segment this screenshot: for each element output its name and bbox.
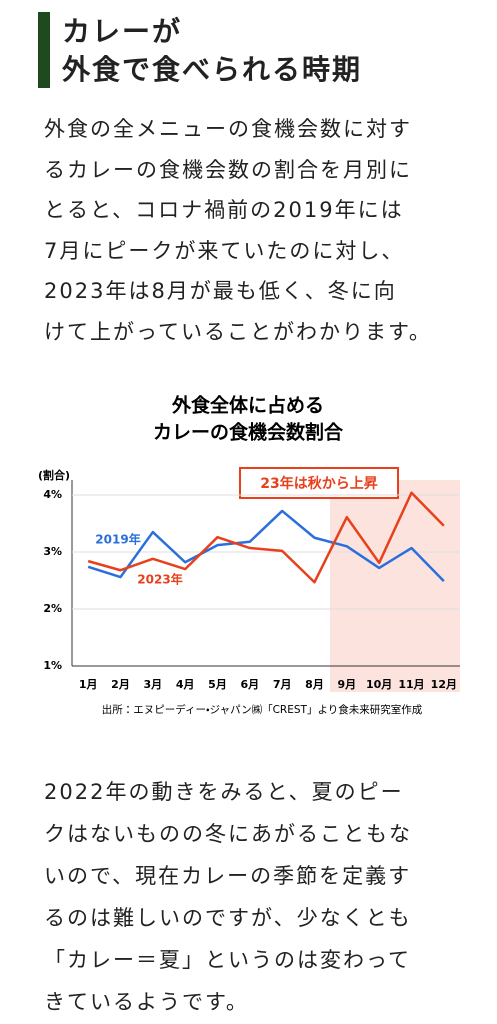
x-tick-label: 12月 xyxy=(431,678,457,691)
paragraph-line: きているようです。 xyxy=(44,990,249,1014)
paragraph-line: 2022年の動きをみると、夏のピー xyxy=(44,780,404,804)
annotation: 23年は秋から上昇 xyxy=(260,475,377,492)
series-label: 2019年 xyxy=(95,532,140,547)
source: 出所：エヌピーディー・ジャパン㈱「CREST」より食未来研究室作成 xyxy=(102,703,423,716)
series-line xyxy=(87,491,445,584)
paragraph-line: るカレーの食機会数の割合を月別に xyxy=(44,157,412,182)
series-line xyxy=(87,509,445,582)
y-tick-label: 4% xyxy=(43,488,62,501)
paragraph-line: とると、コロナ禍前の2019年には xyxy=(44,198,404,222)
x-tick-label: 7月 xyxy=(273,678,292,691)
highlight-region xyxy=(330,480,460,692)
heading: カレーが xyxy=(62,15,183,48)
chart: 外食全体に占める カレーの食機会数割合 (割合) 23年は秋から上昇 出所：エヌ… xyxy=(38,394,460,716)
series-label: 2023年 xyxy=(137,572,182,587)
x-tick-label: 3月 xyxy=(144,678,163,691)
paragraph-line: いので、現在カレーの季節を定義す xyxy=(44,864,412,888)
chart-title: カレーの食機会数割合 xyxy=(153,421,344,444)
x-tick-label: 5月 xyxy=(208,678,227,691)
y-tick-label: 1% xyxy=(43,659,62,672)
x-tick-label: 10月 xyxy=(366,678,392,691)
paragraph-line: クはないものの冬にあがることもな xyxy=(44,822,412,846)
x-tick-label: 8月 xyxy=(305,678,324,691)
y-tick-label: 3% xyxy=(43,545,62,558)
x-tick-label: 9月 xyxy=(338,678,357,691)
heading: 外食で食べられる時期 xyxy=(62,53,363,86)
x-tick-label: 4月 xyxy=(176,678,195,691)
paragraph-line: 外食の全メニューの食機会数に対す xyxy=(44,117,412,141)
x-tick-label: 2月 xyxy=(111,678,130,691)
paragraph-line: けて上がっていることがわかります。 xyxy=(44,319,432,344)
paragraph-line: 2023年は8月が最も低く、冬に向 xyxy=(44,279,397,303)
x-tick-label: 11月 xyxy=(398,678,424,691)
paragraph-line: 7月にピークが来ていたのに対し、 xyxy=(44,238,405,263)
heading-bar xyxy=(38,12,50,88)
paragraph-line: るのは難しいのですが、少なくとも xyxy=(44,906,412,930)
y-axis-label: (割合) xyxy=(38,468,70,482)
annotation-box xyxy=(239,467,399,499)
paragraph-line: 「カレー＝夏」というのは変わって xyxy=(44,948,411,972)
x-tick-label: 1月 xyxy=(79,678,98,691)
x-tick-label: 6月 xyxy=(241,678,260,691)
chart-title: 外食全体に占める xyxy=(171,394,324,417)
y-tick-label: 2% xyxy=(43,602,62,615)
